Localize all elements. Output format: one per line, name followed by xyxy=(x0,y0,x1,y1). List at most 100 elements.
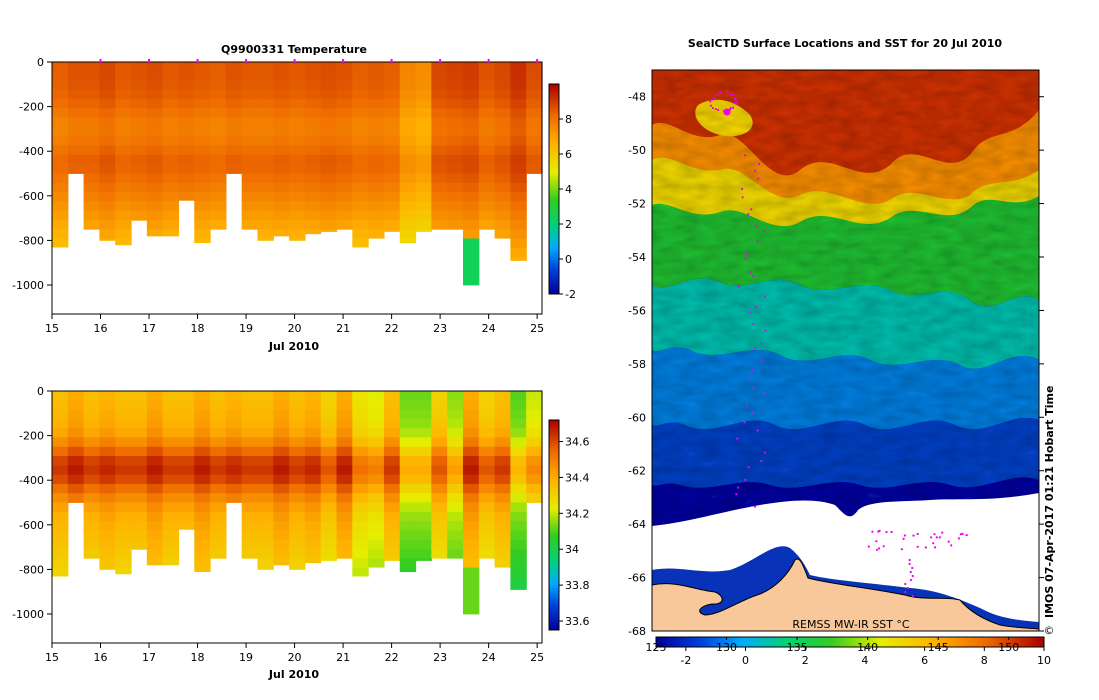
seal-track-point xyxy=(908,558,911,562)
profile-cell xyxy=(304,548,322,559)
seal-track-point xyxy=(745,252,748,256)
profile-cell xyxy=(447,530,464,541)
profile-cell xyxy=(83,108,101,119)
profile-cell xyxy=(415,391,432,401)
profile-cell xyxy=(399,418,417,429)
profile-cell xyxy=(399,89,417,100)
profile-cell xyxy=(478,400,496,410)
profile-cell xyxy=(146,446,164,457)
profile-time-markers xyxy=(99,59,539,64)
seal-track-point xyxy=(709,100,712,103)
profile-cell xyxy=(352,192,369,202)
profile-cell xyxy=(289,229,306,239)
profile-cell xyxy=(52,89,69,100)
salinity-x-label: Jul 2010 xyxy=(268,668,319,681)
profile-cell xyxy=(52,173,69,184)
profile-cell xyxy=(99,409,116,420)
profile-cell xyxy=(225,108,243,119)
profile-cell xyxy=(368,89,385,100)
profile-cell xyxy=(241,117,259,128)
profile-cell xyxy=(99,456,116,466)
profile-cell xyxy=(320,117,338,128)
profile-cell xyxy=(352,456,369,466)
profile-cell xyxy=(225,154,243,165)
profile-cell xyxy=(67,391,85,401)
profile-cell xyxy=(178,400,195,410)
profile-cell xyxy=(241,446,259,457)
profile-cell xyxy=(131,474,148,485)
colorbar-tick-label: 34.6 xyxy=(565,436,590,449)
profile-cell xyxy=(494,136,511,147)
profile-cell xyxy=(320,474,338,485)
profile-cell xyxy=(383,502,401,513)
seal-track-point xyxy=(916,545,919,548)
profile-cell xyxy=(478,219,496,230)
x-tick-label: 15 xyxy=(45,322,59,335)
profile-cell xyxy=(210,173,227,184)
seal-track-point xyxy=(764,295,767,298)
profile-cell xyxy=(336,483,353,494)
profile-cell xyxy=(257,400,274,410)
profile-cell xyxy=(178,465,195,476)
profile-cell xyxy=(447,117,464,128)
profile-cell xyxy=(399,428,417,438)
profile-cell xyxy=(336,502,353,513)
profile-cell xyxy=(83,201,101,212)
profile-cell xyxy=(83,71,101,81)
profile-cell xyxy=(273,117,290,128)
seal-track-point xyxy=(934,546,937,549)
seal-current-location xyxy=(723,108,731,116)
profile-cell xyxy=(320,108,338,119)
profile-cell xyxy=(162,164,180,174)
profile-cell xyxy=(383,89,401,100)
antarctic-land xyxy=(652,558,1039,631)
sst-tick-label: 6 xyxy=(921,654,928,667)
profile-cell xyxy=(399,219,417,230)
profile-cell xyxy=(399,465,417,476)
profile-cell xyxy=(399,238,417,244)
profile-cell xyxy=(415,89,432,100)
profile-cell xyxy=(162,145,180,156)
profile-cell xyxy=(383,71,401,81)
profile-cell xyxy=(115,229,132,239)
profile-cell xyxy=(368,400,385,410)
profile-cell xyxy=(194,558,211,568)
profile-cell xyxy=(320,154,338,165)
profile-cell xyxy=(210,136,227,147)
profile-cell xyxy=(462,428,480,438)
profile-cell xyxy=(52,136,69,147)
seal-track-point xyxy=(751,368,755,371)
profile-cell xyxy=(194,428,211,438)
profile-cell xyxy=(225,437,243,448)
seal-track-point xyxy=(737,285,740,288)
profile-cell xyxy=(115,474,132,485)
seal-track-point xyxy=(900,548,904,551)
profile-cell xyxy=(83,89,101,100)
profile-cell xyxy=(526,62,543,72)
profile-cell xyxy=(526,164,543,174)
profile-cell xyxy=(194,219,211,230)
profile-cell xyxy=(241,154,259,165)
profile-cell xyxy=(526,89,543,100)
profile-cell xyxy=(131,511,148,522)
seal-track-point xyxy=(877,547,881,550)
profile-cell xyxy=(146,474,164,485)
profile-cell xyxy=(494,521,511,531)
colorbar-tick-label: 33.8 xyxy=(565,579,590,592)
profile-cell xyxy=(83,127,101,137)
profile-cell xyxy=(399,201,417,212)
profile-cell xyxy=(526,474,543,485)
profile-cell xyxy=(83,437,101,448)
profile-cell xyxy=(289,530,306,541)
profile-cell xyxy=(368,117,385,128)
profile-cell xyxy=(289,521,306,531)
profile-cell xyxy=(510,548,527,559)
profile-cell xyxy=(52,558,69,568)
profile-cell xyxy=(194,483,211,494)
profile-cell xyxy=(415,548,432,559)
profile-cell xyxy=(526,108,543,119)
profile-cell xyxy=(210,164,227,174)
profile-cell xyxy=(368,391,385,401)
profile-cell xyxy=(399,127,417,137)
profile-cell xyxy=(289,127,306,137)
